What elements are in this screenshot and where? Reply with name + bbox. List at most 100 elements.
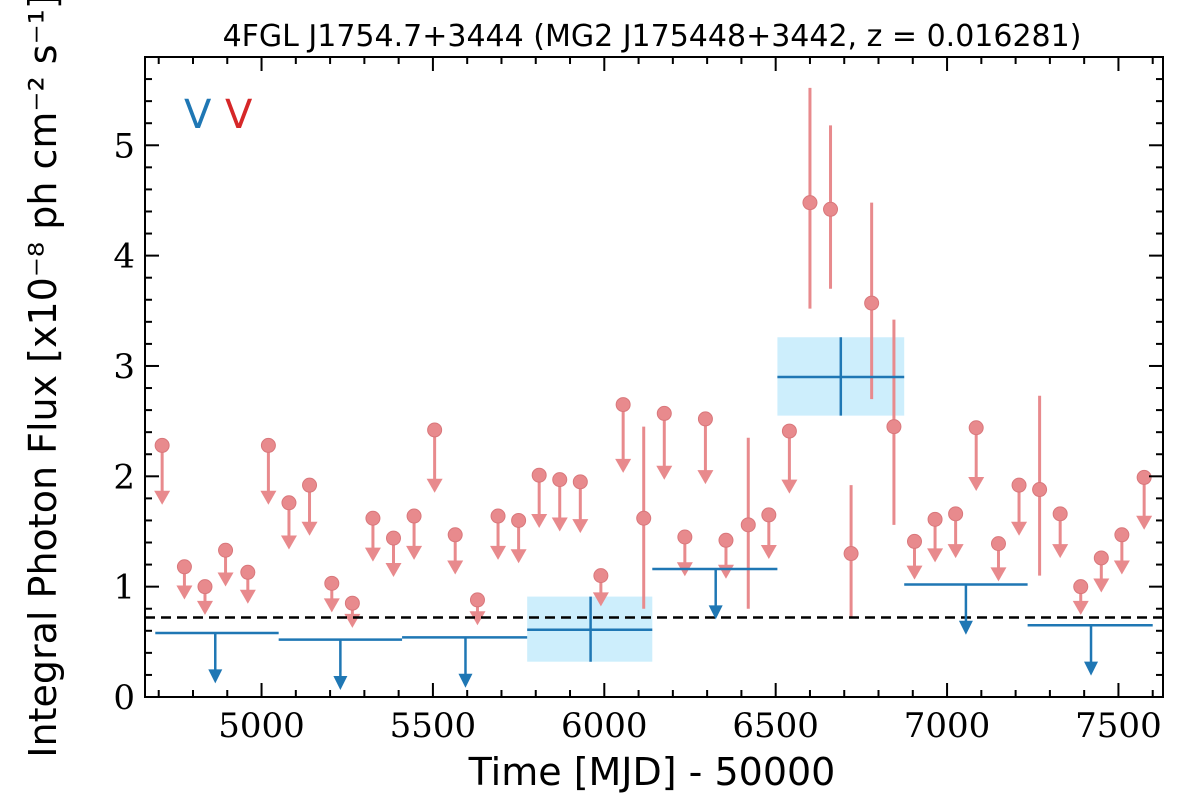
monthly-marker xyxy=(1093,550,1109,566)
monthly-upper-limit-arrow-head xyxy=(344,613,361,628)
monthly-point xyxy=(572,474,589,534)
monthly-marker xyxy=(718,532,734,548)
monthly-marker xyxy=(948,506,964,522)
monthly-marker xyxy=(697,411,713,427)
monthly-marker xyxy=(636,510,652,526)
yearly-upper-limit-arrow-head xyxy=(708,605,723,620)
monthly-marker xyxy=(1136,469,1152,485)
monthly-upper-limit-arrow-head xyxy=(551,517,568,532)
monthly-point xyxy=(217,542,234,587)
monthly-marker xyxy=(427,422,443,438)
monthly-upper-limit-arrow-head xyxy=(717,564,734,579)
monthly-marker xyxy=(281,495,297,511)
monthly-point xyxy=(490,508,507,560)
monthly-upper-limit-arrow-head xyxy=(615,458,632,473)
monthly-point xyxy=(385,530,402,578)
x-tick-label: 5500 xyxy=(390,706,477,746)
yearly-bin xyxy=(1027,624,1153,676)
monthly-marker xyxy=(176,559,192,575)
y-tick-label: 0 xyxy=(113,678,135,718)
y-tick-label: 5 xyxy=(113,126,135,166)
axis-ticks xyxy=(145,56,1163,698)
monthly-point xyxy=(1136,469,1153,530)
monthly-point xyxy=(1113,527,1130,575)
monthly-marker xyxy=(740,517,756,533)
y-tick-label: 3 xyxy=(113,347,135,387)
monthly-marker xyxy=(761,507,777,523)
yearly-upper-limit-arrow-head xyxy=(333,675,348,690)
monthly-point xyxy=(781,423,798,494)
monthly-marker xyxy=(927,511,943,527)
monthly-marker xyxy=(324,575,340,591)
monthly-upper-limit-arrow-head xyxy=(572,519,589,534)
monthly-point xyxy=(364,510,381,562)
monthly-upper-limit-arrow-head xyxy=(323,598,340,613)
monthly-point xyxy=(886,319,902,525)
monthly-point xyxy=(947,506,964,559)
yearly-bin xyxy=(777,337,905,416)
monthly-point xyxy=(740,437,756,609)
monthly-point xyxy=(636,426,652,609)
monthly-upper-limit-arrow-head xyxy=(697,470,714,485)
yearly-bin xyxy=(155,631,279,684)
monthly-point xyxy=(843,485,859,618)
monthly-upper-limit-arrow-head xyxy=(385,563,402,578)
monthly-point xyxy=(469,592,486,626)
monthly-marker xyxy=(572,474,588,490)
monthly-point xyxy=(239,564,256,604)
monthly-point xyxy=(717,532,734,579)
monthly-marker xyxy=(406,508,422,524)
yearly-bin xyxy=(652,567,778,620)
monthly-marker xyxy=(240,564,256,580)
yearly-series-layer xyxy=(155,337,1153,690)
monthly-marker xyxy=(302,477,318,493)
legend-entry-blue: V xyxy=(184,92,212,138)
monthly-marker xyxy=(968,420,984,436)
monthly-marker xyxy=(823,201,839,217)
monthly-upper-limit-arrow-head xyxy=(947,544,964,559)
monthly-point xyxy=(1052,506,1069,559)
monthly-point xyxy=(1032,395,1048,576)
monthly-upper-limit-arrow-head xyxy=(490,545,507,560)
monthly-marker xyxy=(260,437,276,453)
monthly-point xyxy=(323,575,340,613)
monthly-upper-limit-arrow-head xyxy=(1136,515,1153,530)
monthly-point xyxy=(406,508,423,560)
x-tick-label: 6500 xyxy=(732,706,819,746)
yearly-bin xyxy=(527,596,653,662)
monthly-point xyxy=(1011,477,1028,536)
monthly-marker xyxy=(593,568,609,584)
y-axis-label: Integral Photon Flux [x10⁻⁸ ph cm⁻² s⁻¹] xyxy=(21,0,65,758)
monthly-point xyxy=(592,568,609,607)
yearly-bin xyxy=(402,636,528,688)
monthly-upper-limit-arrow-head xyxy=(426,478,443,493)
monthly-marker xyxy=(469,592,485,608)
monthly-marker xyxy=(511,512,527,528)
monthly-upper-limit-arrow-head xyxy=(531,514,548,529)
y-tick-label: 4 xyxy=(113,237,135,277)
monthly-point xyxy=(447,527,464,575)
monthly-upper-limit-arrow-head xyxy=(447,560,464,575)
axis-tick-labels: 5000 5500 6000 6500 7000 7500 0 1 2 3 4 5 xyxy=(113,126,1161,746)
monthly-point xyxy=(656,405,673,480)
yearly-upper-limit-arrow-head xyxy=(458,673,473,688)
monthly-marker xyxy=(1011,477,1027,493)
monthly-marker xyxy=(447,527,463,543)
monthly-upper-limit-arrow-head xyxy=(364,547,381,562)
chart-title: 4FGL J1754.7+3444 (MG2 J175448+3442, z =… xyxy=(223,19,1082,54)
monthly-upper-limit-arrow-head xyxy=(927,548,944,563)
monthly-point xyxy=(990,536,1007,582)
yearly-upper-limit-arrow-head xyxy=(208,669,223,684)
monthly-marker xyxy=(615,397,631,413)
monthly-upper-limit-arrow-head xyxy=(656,465,673,480)
monthly-upper-limit-arrow-head xyxy=(968,476,985,491)
monthly-point xyxy=(344,595,361,628)
yearly-bin xyxy=(904,583,1028,635)
x-tick-label: 6000 xyxy=(561,706,648,746)
monthly-upper-limit-arrow-head xyxy=(906,565,923,580)
monthly-point xyxy=(551,472,568,532)
monthly-marker xyxy=(1032,482,1048,498)
monthly-marker xyxy=(552,472,568,488)
monthly-upper-limit-arrow-head xyxy=(217,572,234,587)
